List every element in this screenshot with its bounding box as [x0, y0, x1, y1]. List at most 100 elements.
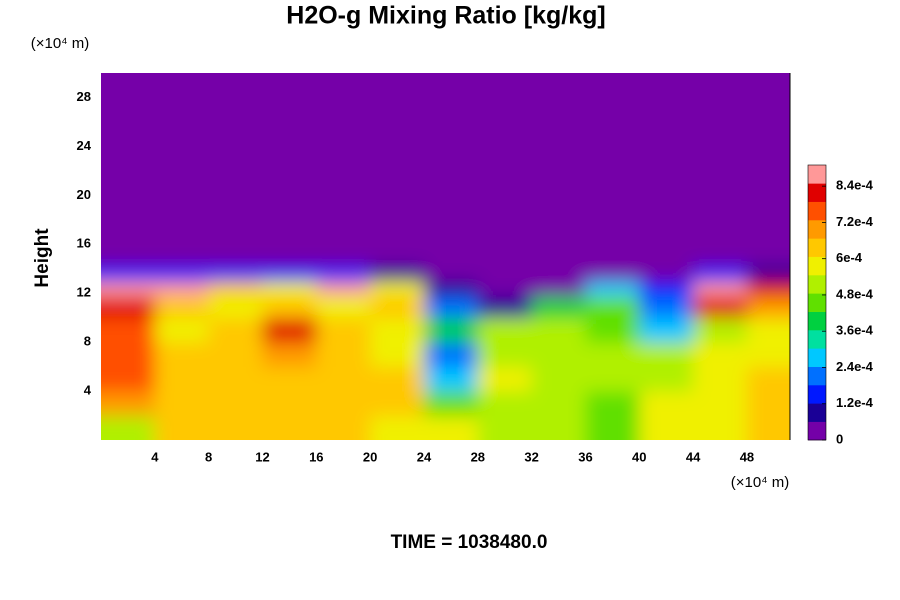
y-tick-label: 4 — [84, 383, 92, 398]
field-cell — [316, 213, 371, 267]
field-cell — [693, 265, 748, 282]
field-cell — [639, 366, 694, 392]
field-cell — [746, 128, 790, 215]
field-cell — [585, 213, 640, 267]
y-tick-label: 16 — [77, 236, 91, 251]
colorbar-tick-label: 7.2e-4 — [836, 214, 874, 229]
field-cell — [101, 366, 156, 392]
field-cell — [423, 366, 479, 392]
field-cell — [154, 366, 210, 392]
field-cell — [423, 296, 479, 319]
x-tick-label: 28 — [471, 449, 485, 464]
field-cell — [262, 265, 317, 282]
field-cell — [154, 213, 210, 267]
field — [101, 73, 790, 440]
x-tick-label: 48 — [740, 449, 754, 464]
field-cell — [585, 73, 640, 129]
colorbar-tick-label: 4.8e-4 — [836, 286, 874, 301]
field-cell — [154, 317, 210, 343]
field-cell — [746, 342, 790, 368]
colorbar-swatch — [808, 220, 826, 239]
field-cell — [316, 391, 371, 417]
field-cell — [154, 296, 210, 319]
field-cell — [585, 366, 640, 392]
colorbar-swatch — [808, 293, 826, 312]
field-cell — [370, 342, 425, 368]
field-cell — [370, 317, 425, 343]
field-cell — [639, 317, 694, 343]
field-cell — [370, 391, 425, 417]
field-cell — [585, 265, 640, 282]
field-cell — [154, 280, 210, 297]
x-tick-label: 12 — [255, 449, 269, 464]
field-cell — [746, 366, 790, 392]
field-cell — [639, 415, 694, 440]
field-cell — [154, 342, 210, 368]
field-cell — [370, 213, 425, 267]
field-cell — [262, 73, 317, 129]
chart-title: H2O-g Mixing Ratio [kg/kg] — [286, 2, 605, 30]
field-cell — [639, 342, 694, 368]
field-cell — [154, 391, 210, 417]
field-cell — [693, 280, 748, 297]
field-cell — [585, 342, 640, 368]
field-cell — [746, 317, 790, 343]
field-cell — [101, 213, 156, 267]
field-cell — [693, 317, 748, 343]
field-cell — [531, 342, 586, 368]
field-cell — [208, 342, 263, 368]
field-cell — [208, 317, 263, 343]
field-cells — [101, 73, 790, 440]
field-cell — [370, 366, 425, 392]
field-cell — [262, 415, 317, 440]
colorbar-swatch — [808, 275, 826, 294]
field-cell — [316, 342, 371, 368]
field-cell — [531, 317, 586, 343]
field-cell — [154, 73, 210, 129]
y-unit-label: (×10⁴ m) — [31, 35, 90, 52]
field-cell — [639, 296, 694, 319]
field-cell — [423, 415, 479, 440]
field-cell — [208, 213, 263, 267]
x-tick-label: 36 — [578, 449, 592, 464]
field-cell — [693, 296, 748, 319]
colorbar-tick-label: 2.4e-4 — [836, 359, 874, 374]
colorbar-tick-label: 3.6e-4 — [836, 323, 874, 338]
field-cell — [423, 73, 479, 129]
field-cell — [477, 415, 533, 440]
colorbar-swatch — [808, 201, 826, 221]
field-cell — [585, 280, 640, 297]
field-cell — [746, 415, 790, 440]
field-cell — [208, 280, 263, 297]
field-cell — [262, 342, 317, 368]
colorbar-swatch — [808, 366, 826, 386]
field-cell — [262, 280, 317, 297]
field-cell — [477, 213, 533, 267]
field-cell — [477, 128, 533, 215]
field-cell — [585, 128, 640, 215]
field-cell — [585, 391, 640, 417]
field-cell — [370, 415, 425, 440]
x-tick-label: 20 — [363, 449, 377, 464]
field-cell — [693, 366, 748, 392]
y-tick-label: 24 — [77, 138, 92, 153]
field-cell — [693, 391, 748, 417]
field-cell — [316, 128, 371, 215]
field-cell — [370, 128, 425, 215]
colorbar-swatch — [808, 330, 826, 349]
field-cell — [639, 73, 694, 129]
colorbar-tick-label: 0 — [836, 431, 843, 446]
field-cell — [370, 280, 425, 297]
field-cell — [101, 317, 156, 343]
field-cell — [477, 317, 533, 343]
field-cell — [531, 296, 586, 319]
field-cell — [208, 265, 263, 282]
field-cell — [531, 366, 586, 392]
y-tick-label: 20 — [77, 187, 91, 202]
colorbar-swatch — [808, 421, 826, 441]
field-cell — [101, 265, 156, 282]
field-cell — [423, 342, 479, 368]
field-cell — [585, 415, 640, 440]
field-cell — [746, 296, 790, 319]
